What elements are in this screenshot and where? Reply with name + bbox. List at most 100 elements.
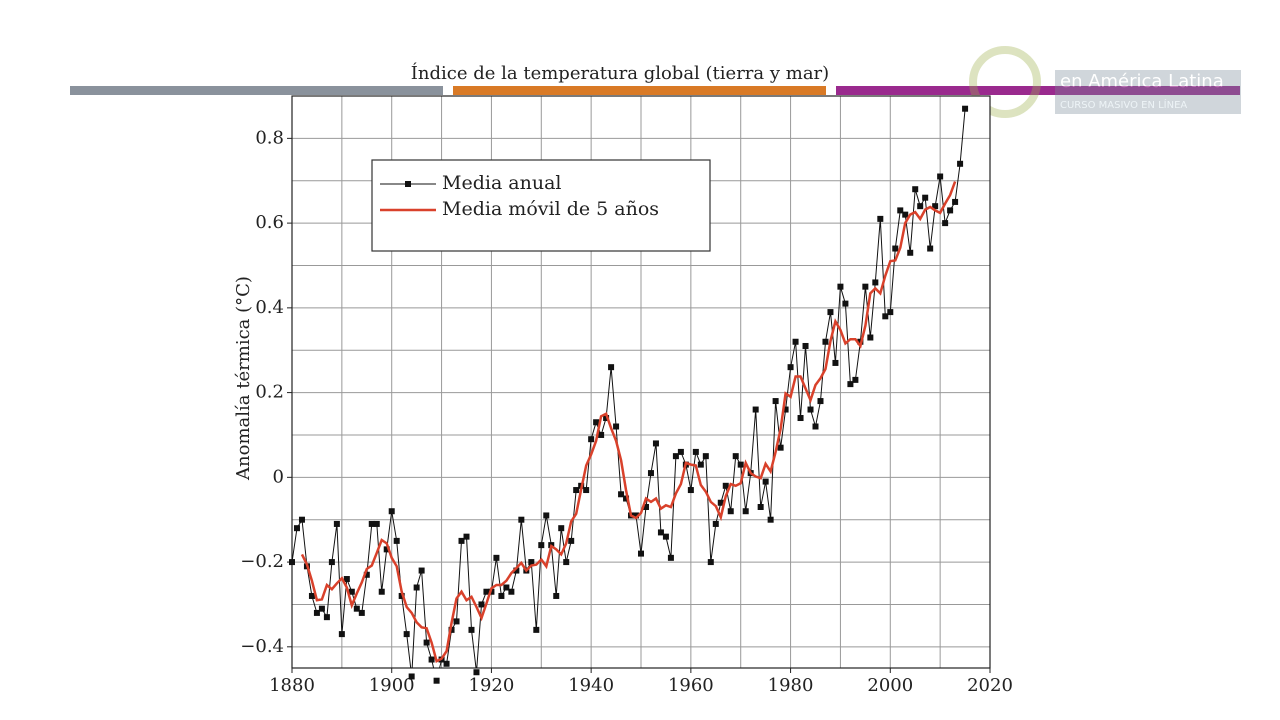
data-point (458, 537, 465, 544)
data-point (418, 567, 425, 574)
legend-label: Media móvil de 5 años (442, 198, 659, 220)
y-tick-label: 0.2 (255, 382, 284, 403)
data-point (872, 279, 879, 286)
legend-box (371, 159, 711, 252)
data-point (852, 376, 859, 383)
data-point (308, 592, 315, 599)
data-point (508, 588, 515, 595)
data-point (817, 398, 824, 405)
data-point (917, 203, 924, 210)
data-point (363, 571, 370, 578)
data-point (603, 415, 610, 422)
data-point (353, 605, 360, 612)
data-point (797, 415, 804, 422)
data-point (752, 406, 759, 413)
data-point (553, 592, 560, 599)
y-tick-label: −0.4 (240, 636, 284, 657)
data-point (757, 503, 764, 510)
data-point (827, 309, 834, 316)
data-point (413, 584, 420, 591)
data-point (782, 406, 789, 413)
data-point (373, 520, 380, 527)
data-point (712, 520, 719, 527)
data-point (443, 660, 450, 667)
data-point (298, 516, 305, 523)
data-point (328, 559, 335, 566)
data-point (323, 614, 330, 621)
data-point (608, 364, 615, 371)
data-point (777, 444, 784, 451)
x-tick-label: 2020 (967, 675, 1013, 696)
data-point (568, 537, 575, 544)
data-point (702, 453, 709, 460)
data-point (787, 364, 794, 371)
data-point (333, 520, 340, 527)
data-point (802, 342, 809, 349)
data-point (697, 461, 704, 468)
data-point (887, 309, 894, 316)
data-point (922, 194, 929, 201)
data-point (618, 491, 625, 498)
data-point (473, 669, 480, 676)
data-point (812, 423, 819, 430)
data-point (403, 631, 410, 638)
data-point (707, 559, 714, 566)
data-point (907, 249, 914, 256)
data-point (772, 398, 779, 405)
data-point (543, 512, 550, 519)
data-point (932, 203, 939, 210)
logo-ring (969, 46, 1041, 118)
data-point (293, 525, 300, 532)
data-point (647, 470, 654, 477)
data-point (623, 495, 630, 502)
data-point (378, 588, 385, 595)
logo-text: en América Latina (1060, 71, 1224, 92)
data-point (588, 436, 595, 443)
data-point (762, 478, 769, 485)
data-point (687, 487, 694, 494)
data-point (717, 499, 724, 506)
data-point (732, 453, 739, 460)
data-point (478, 601, 485, 608)
data-point (453, 618, 460, 625)
data-point (313, 609, 320, 616)
data-point (927, 245, 934, 252)
data-point (538, 542, 545, 549)
data-point (593, 419, 600, 426)
header-bar-orange (453, 86, 826, 95)
x-tick-label: 1880 (269, 675, 315, 696)
data-point (393, 537, 400, 544)
y-tick-label: 0.8 (255, 127, 284, 148)
data-point (338, 631, 345, 638)
data-point (289, 559, 295, 566)
x-tick-label: 2000 (867, 675, 913, 696)
data-point (642, 503, 649, 510)
data-point (388, 508, 395, 515)
data-point (847, 381, 854, 388)
data-point (947, 207, 954, 214)
data-point (493, 554, 500, 561)
data-point (892, 245, 899, 252)
data-point (912, 186, 919, 193)
data-point (463, 533, 470, 540)
plot-frame (291, 95, 991, 669)
data-point (667, 554, 674, 561)
y-tick-label: 0 (273, 466, 284, 487)
logo: en América Latina CURSO MASIVO EN LÍNEA (969, 46, 1241, 118)
data-point (897, 207, 904, 214)
data-point (902, 211, 909, 218)
logo-subtext: CURSO MASIVO EN LÍNEA (1060, 98, 1187, 111)
data-point (937, 173, 944, 180)
data-point (662, 533, 669, 540)
data-point (348, 588, 355, 595)
header-bar-gray (70, 86, 443, 95)
plot: 1880 1900 1920 1940 1960 1980 2000 2020 −0.4 −0.2… (240, 95, 1013, 696)
data-point (558, 525, 565, 532)
data-point (408, 673, 415, 680)
data-point (672, 453, 679, 460)
data-point (837, 283, 844, 290)
data-point (483, 588, 490, 595)
data-point (727, 508, 734, 515)
y-tick-label: −0.2 (240, 551, 284, 572)
